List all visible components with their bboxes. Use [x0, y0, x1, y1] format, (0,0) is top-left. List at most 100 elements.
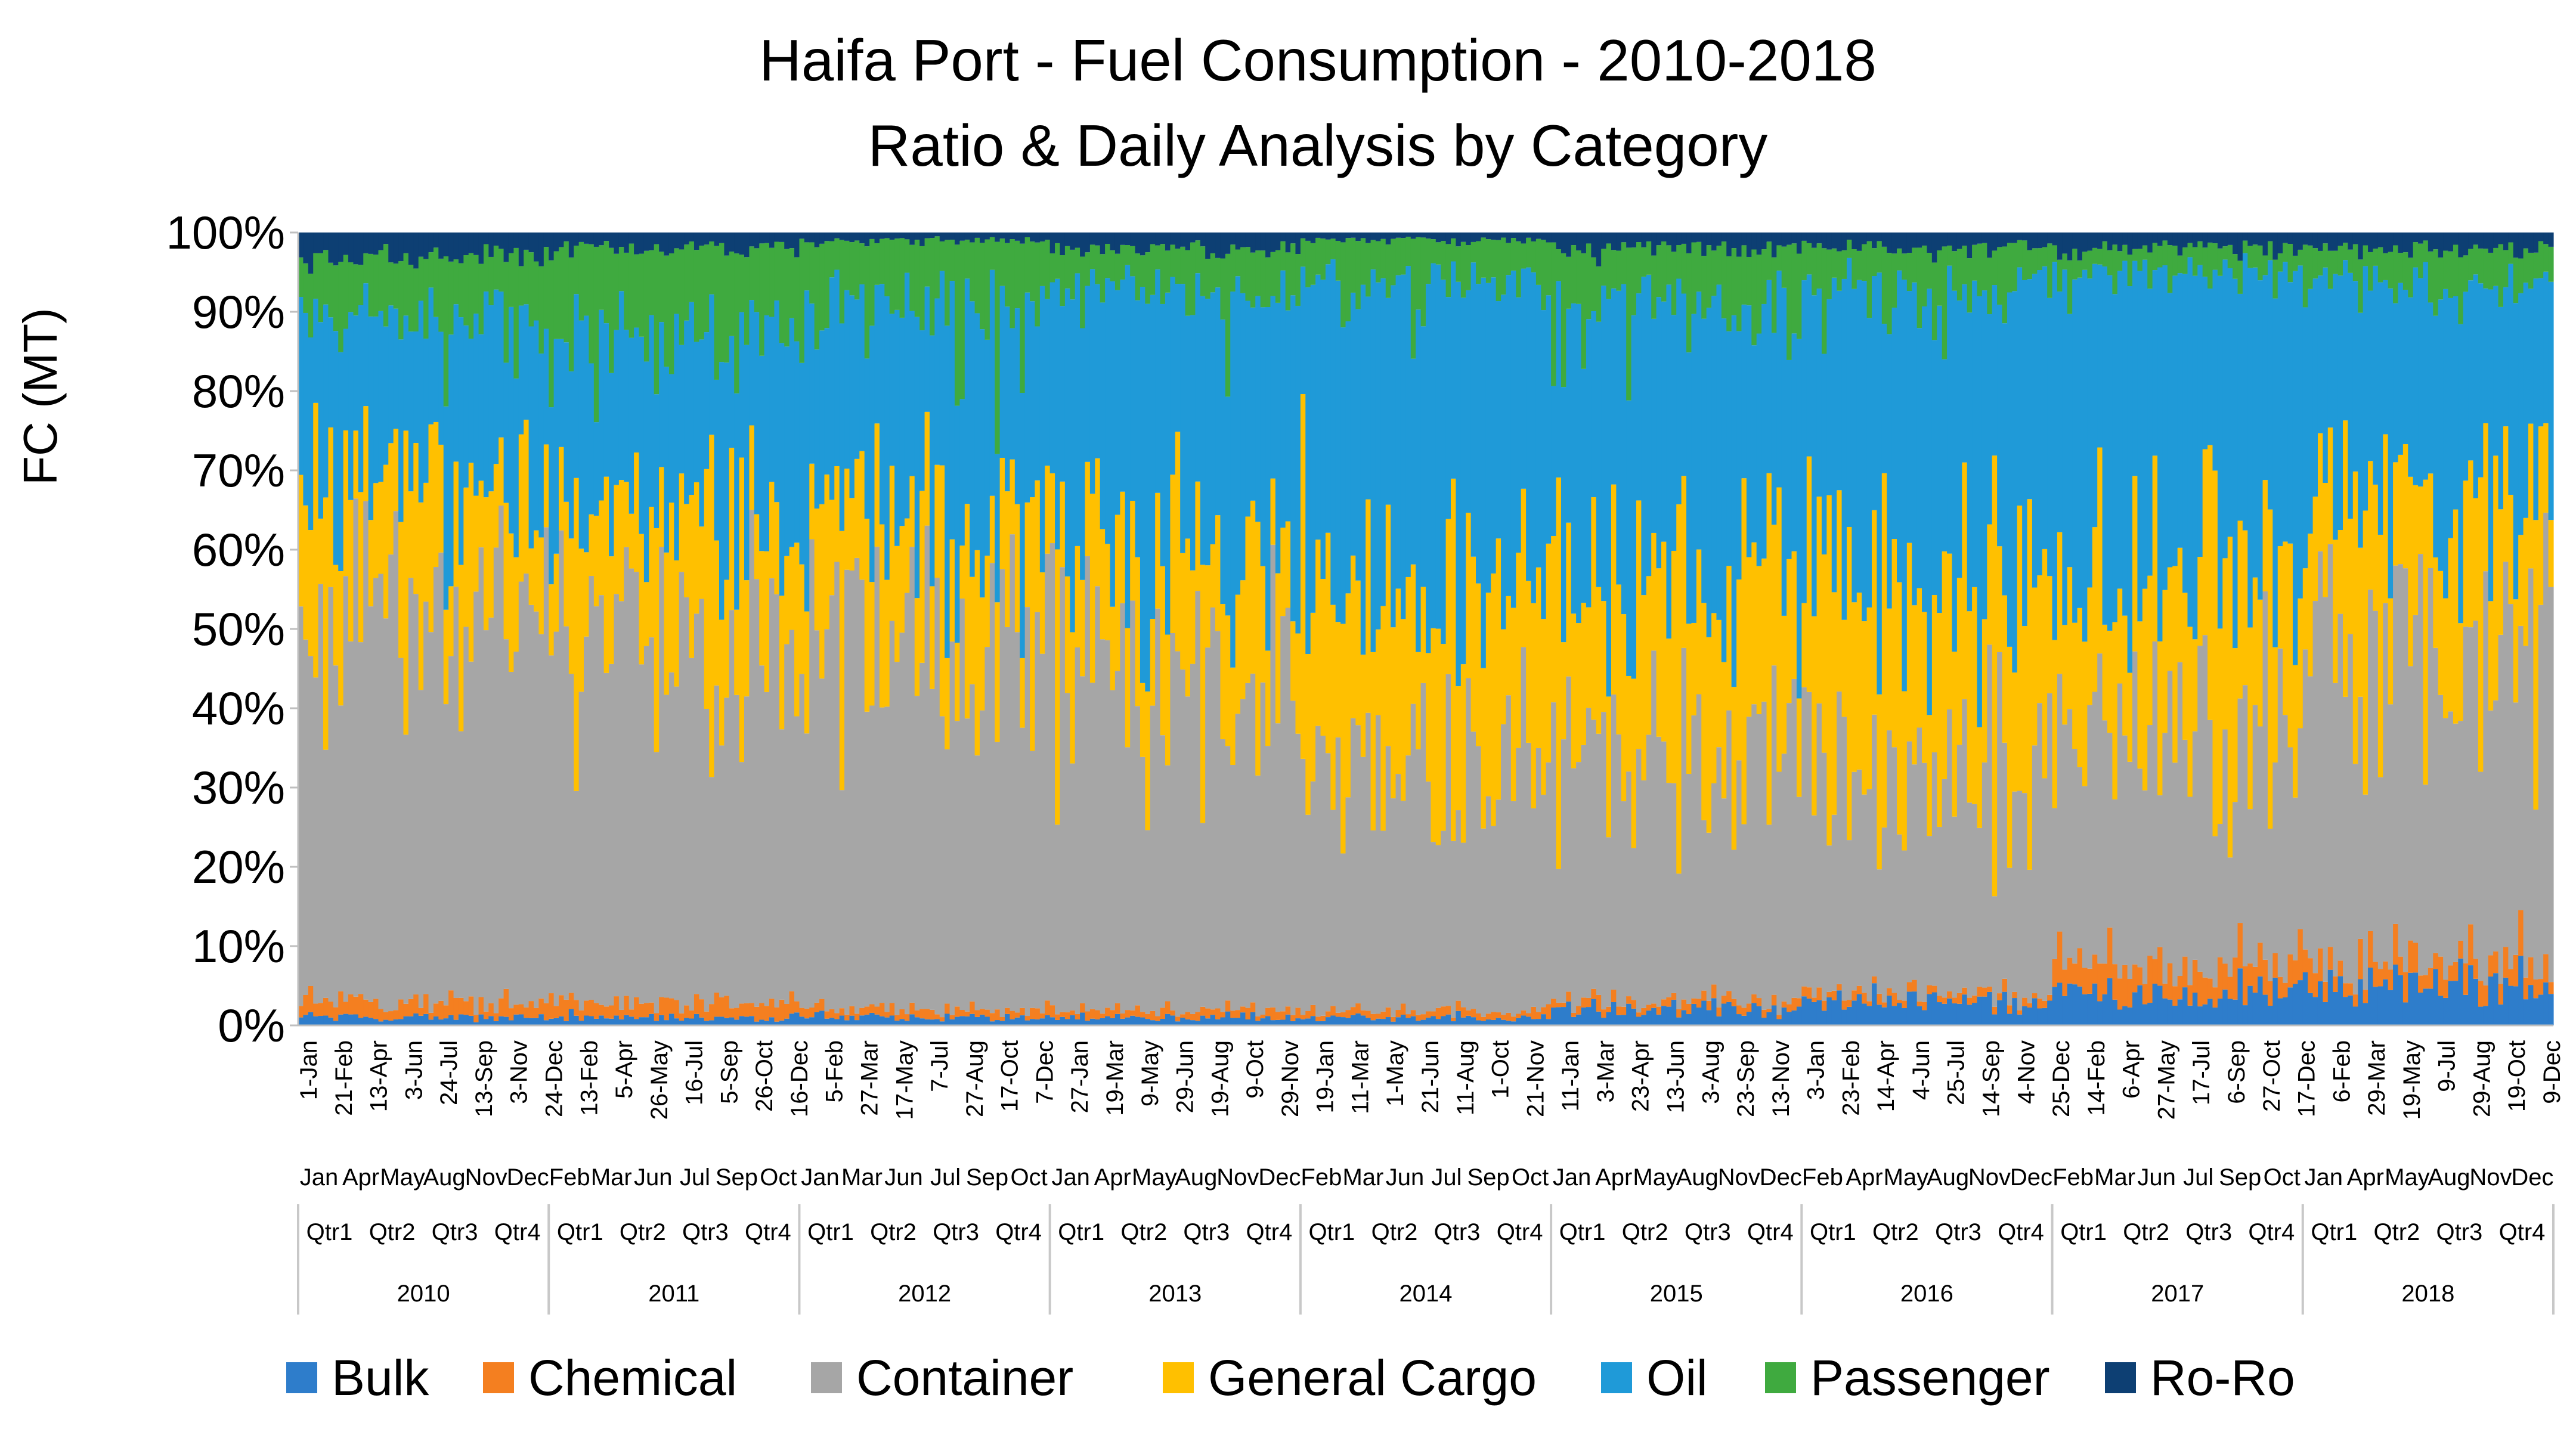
bar-segment-bulk — [854, 1020, 860, 1025]
bar-segment-general-cargo — [2468, 460, 2474, 628]
bar-segment-general-cargo — [1416, 652, 1422, 749]
bar-segment-bulk — [1621, 1015, 1627, 1025]
bar-segment-general-cargo — [358, 492, 364, 643]
bar-segment-container — [749, 510, 755, 1003]
bar-segment-oil — [358, 305, 364, 492]
x-month-label: Dec — [1760, 1164, 1802, 1191]
stacked-bar — [1887, 233, 1893, 1025]
bar-segment-ro-ro — [999, 233, 1005, 239]
bar-segment-container — [1155, 608, 1161, 1016]
bar-segment-bulk — [1280, 1019, 1286, 1025]
bar-segment-general-cargo — [503, 503, 509, 640]
bar-segment-container — [549, 655, 555, 994]
bar-segment-ro-ro — [1210, 233, 1216, 253]
bar-segment-general-cargo — [1501, 629, 1507, 724]
bar-segment-oil — [929, 335, 935, 587]
bar-segment-ro-ro — [1410, 233, 1416, 239]
stacked-bar — [2438, 233, 2444, 1025]
bar-segment-passenger — [1330, 238, 1336, 259]
bar-segment-oil — [1510, 270, 1516, 608]
bar-segment-passenger — [1977, 243, 1983, 296]
bar-segment-bulk — [1175, 1021, 1181, 1025]
bar-segment-ro-ro — [443, 233, 449, 256]
bar-segment-oil — [1060, 306, 1066, 482]
stacked-bar — [1821, 233, 1827, 1025]
bar-segment-chemical — [1987, 986, 1993, 992]
stacked-bar — [649, 233, 655, 1025]
bar-segment-container — [1255, 775, 1261, 1016]
bar-segment-general-cargo — [524, 419, 530, 574]
bar-segment-container — [2413, 615, 2419, 943]
bar-segment-oil — [1260, 307, 1266, 566]
bar-segment-container — [1476, 746, 1482, 1013]
bar-segment-passenger — [2398, 253, 2404, 283]
bar-segment-chemical — [719, 997, 724, 1017]
bar-segment-ro-ro — [964, 233, 970, 240]
bar-segment-chemical — [1796, 998, 1802, 1007]
bar-segment-oil — [1887, 334, 1893, 609]
bar-segment-passenger — [1175, 249, 1181, 284]
bar-segment-oil — [543, 328, 549, 445]
bar-segment-chemical — [1310, 1005, 1316, 1016]
bar-segment-general-cargo — [879, 524, 885, 708]
bar-segment-general-cargo — [2142, 588, 2148, 791]
bar-segment-passenger — [1806, 243, 1812, 275]
bar-segment-container — [1215, 631, 1221, 1009]
legend-swatch — [286, 1362, 317, 1393]
bar-segment-ro-ro — [2142, 233, 2148, 246]
bar-segment-container — [1761, 701, 1767, 1010]
bar-segment-ro-ro — [1180, 233, 1186, 247]
bar-segment-passenger — [1170, 244, 1176, 277]
bar-segment-bulk — [1841, 1009, 1847, 1025]
stacked-bar — [2463, 233, 2469, 1025]
bar-segment-passenger — [618, 247, 624, 292]
bar-segment-container — [1711, 783, 1717, 985]
bar-segment-chemical — [1235, 1010, 1241, 1018]
bar-segment-chemical — [373, 999, 379, 1019]
bar-segment-passenger — [2308, 245, 2314, 289]
bar-segment-ro-ro — [338, 233, 344, 262]
legend-swatch — [1163, 1362, 1194, 1393]
bar-segment-passenger — [2302, 244, 2308, 308]
bar-segment-oil — [2252, 267, 2258, 578]
bar-segment-ro-ro — [599, 233, 605, 246]
bar-segment-bulk — [2373, 987, 2379, 1025]
bar-segment-bulk — [1766, 1012, 1772, 1025]
bar-segment-container — [1481, 828, 1487, 1017]
bar-segment-passenger — [2242, 240, 2248, 253]
bar-segment-ro-ro — [2302, 233, 2308, 245]
x-quarter-label: Qtr1 — [1058, 1219, 1104, 1245]
stacked-bar — [1571, 233, 1577, 1025]
bar-segment-passenger — [814, 247, 820, 350]
bar-segment-container — [2308, 676, 2314, 959]
bar-segment-ro-ro — [1956, 233, 1962, 249]
bar-segment-oil — [1902, 280, 1908, 692]
x-month-label: Jun — [2137, 1164, 2176, 1191]
bar-segment-bulk — [1756, 1006, 1762, 1025]
bar-segment-oil — [303, 312, 309, 506]
bar-segment-oil — [689, 302, 695, 495]
bar-segment-chemical — [1641, 1008, 1647, 1015]
bar-segment-ro-ro — [1240, 233, 1246, 247]
bar-segment-bulk — [398, 1019, 404, 1025]
bar-segment-ro-ro — [1922, 233, 1928, 246]
bar-segment-ro-ro — [2508, 233, 2514, 243]
bar-segment-container — [413, 594, 419, 995]
bar-segment-bulk — [1856, 994, 1862, 1025]
bar-segment-ro-ro — [1340, 233, 1346, 243]
bar-segment-container — [1510, 801, 1516, 1017]
bar-segment-oil — [373, 316, 379, 483]
bar-segment-general-cargo — [1696, 549, 1702, 695]
bar-segment-container — [2298, 728, 2303, 929]
bar-segment-chemical — [1937, 996, 1943, 1003]
bar-segment-ro-ro — [1010, 233, 1015, 240]
bar-segment-passenger — [584, 243, 590, 316]
bar-segment-chemical — [1756, 998, 1762, 1006]
bar-segment-passenger — [1245, 247, 1251, 301]
bar-segment-general-cargo — [1531, 603, 1537, 808]
bar-segment-general-cargo — [1045, 466, 1051, 554]
bar-segment-oil — [2258, 280, 2264, 600]
bar-segment-ro-ro — [874, 233, 880, 243]
legend-label: Bulk — [332, 1350, 429, 1406]
bar-segment-oil — [528, 326, 534, 548]
